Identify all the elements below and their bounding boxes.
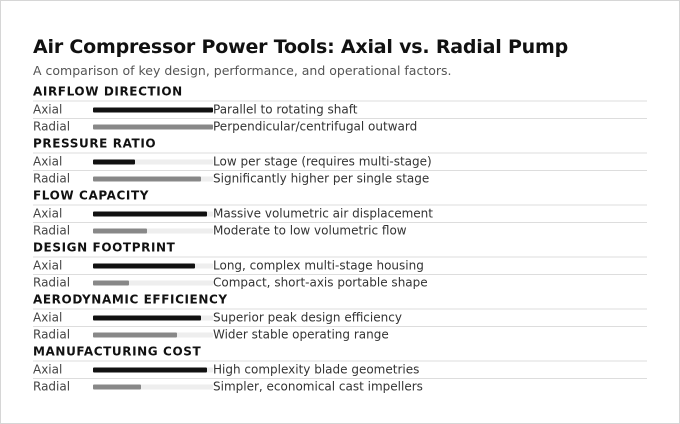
row-label-axial: Axial xyxy=(33,207,62,221)
note-pressure-ratio-radial: Significantly higher per single stage xyxy=(213,172,429,186)
note-flow-capacity-axial: Massive volumetric air displacement xyxy=(213,207,433,221)
row-label-axial: Axial xyxy=(33,259,62,273)
note-manufacturing-cost-radial: Simpler, economical cast impellers xyxy=(213,380,423,394)
note-flow-capacity-radial: Moderate to low volumetric flow xyxy=(213,224,407,238)
row-label-radial: Radial xyxy=(33,380,70,394)
note-aerodynamic-efficiency-axial: Superior peak design efficiency xyxy=(213,311,402,325)
note-pressure-ratio-axial: Low per stage (requires multi-stage) xyxy=(213,155,432,169)
section-label-flow-capacity: FLOW CAPACITY xyxy=(33,189,149,203)
section-label-aerodynamic-efficiency: AERODYNAMIC EFFICIENCY xyxy=(33,293,228,307)
bar-pressure-ratio-axial xyxy=(93,159,135,165)
note-airflow-direction-axial: Parallel to rotating shaft xyxy=(213,103,358,117)
row-label-axial: Axial xyxy=(33,363,62,377)
bar-aerodynamic-efficiency-axial xyxy=(93,315,201,321)
row-label-radial: Radial xyxy=(33,172,70,186)
bar-design-footprint-radial xyxy=(93,280,129,286)
row-label-axial: Axial xyxy=(33,155,62,169)
note-manufacturing-cost-axial: High complexity blade geometries xyxy=(213,363,419,377)
note-design-footprint-radial: Compact, short-axis portable shape xyxy=(213,276,428,290)
row-label-axial: Axial xyxy=(33,103,62,117)
row-label-radial: Radial xyxy=(33,276,70,290)
bar-flow-capacity-radial xyxy=(93,228,147,234)
chart-subtitle: A comparison of key design, performance,… xyxy=(33,63,452,78)
section-label-design-footprint: DESIGN FOOTPRINT xyxy=(33,241,176,255)
bar-airflow-direction-axial xyxy=(93,107,213,113)
bar-aerodynamic-efficiency-radial xyxy=(93,332,177,338)
bar-manufacturing-cost-axial xyxy=(93,367,207,373)
bar-design-footprint-axial xyxy=(93,263,195,269)
row-label-radial: Radial xyxy=(33,224,70,238)
section-label-manufacturing-cost: MANUFACTURING COST xyxy=(33,345,201,359)
row-label-radial: Radial xyxy=(33,120,70,134)
row-label-axial: Axial xyxy=(33,311,62,325)
row-label-radial: Radial xyxy=(33,328,70,342)
bar-manufacturing-cost-radial xyxy=(93,384,141,390)
section-label-pressure-ratio: PRESSURE RATIO xyxy=(33,137,156,151)
bar-flow-capacity-axial xyxy=(93,211,207,217)
bar-pressure-ratio-radial xyxy=(93,176,201,182)
bar-airflow-direction-radial xyxy=(93,124,213,130)
note-airflow-direction-radial: Perpendicular/centrifugal outward xyxy=(213,120,417,134)
note-design-footprint-axial: Long, complex multi-stage housing xyxy=(213,259,424,273)
chart-title: Air Compressor Power Tools: Axial vs. Ra… xyxy=(33,36,569,58)
section-label-airflow-direction: AIRFLOW DIRECTION xyxy=(33,85,183,99)
note-aerodynamic-efficiency-radial: Wider stable operating range xyxy=(213,328,389,342)
